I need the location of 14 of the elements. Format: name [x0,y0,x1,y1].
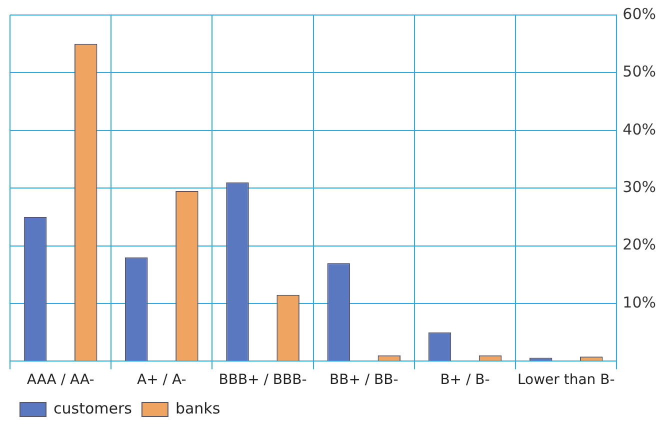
x-tick-label: B+ / B- [440,372,490,388]
legend-label: customers [54,399,132,418]
y-tick-label: 20% [622,236,656,254]
x-tick-label: Lower than B- [517,372,615,388]
y-tick-label: 60% [622,4,656,23]
y-tick-label: 10% [622,293,656,312]
x-tick-label: A+ / A- [137,372,186,388]
legend-label: banks [175,399,220,418]
y-tick-label: 50% [622,62,656,81]
y-tick-label: 40% [622,120,656,138]
y-tick-label: 30% [622,178,656,196]
x-tick-label: AAA / AA- [26,372,94,388]
x-tick-label: BBB+ / BBB- [218,372,307,388]
x-tick-label: BB+ / BB- [329,372,398,388]
